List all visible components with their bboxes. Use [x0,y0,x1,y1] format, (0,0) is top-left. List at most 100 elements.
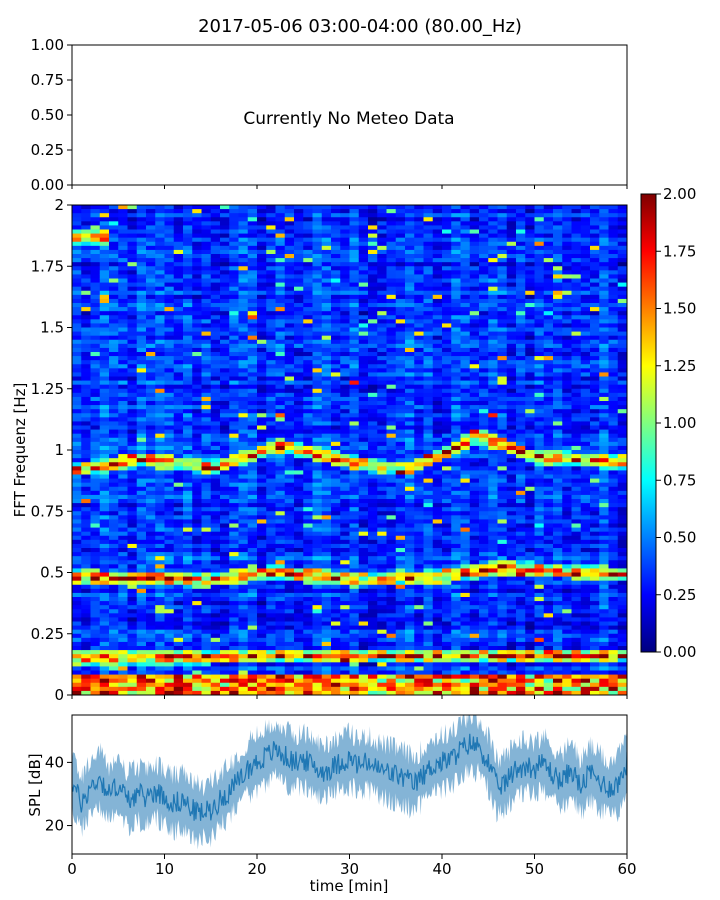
spectrogram-cell [386,564,397,569]
spectrogram-cell [368,462,378,467]
spectrogram-cell [146,682,156,688]
spectrogram-cell [136,523,147,528]
spectrogram-cell [303,205,313,210]
spectrogram-cell [90,221,101,226]
spectrogram-cell [220,311,230,316]
spectrogram-cell [136,364,147,369]
spectrogram-cell [72,450,82,455]
spectrogram-cell [451,233,461,239]
spectrogram-cell [173,486,184,492]
spectrogram-cell [331,670,341,675]
spectrogram-cell [201,294,212,300]
spectrogram-cell [90,519,101,524]
spectrogram-cell [183,543,193,549]
spectrogram-cell [266,262,276,267]
spectrogram-cell [414,482,424,488]
spectrogram-cell [340,245,350,251]
spectrogram-cell [331,266,341,271]
spectrogram-cell [72,511,82,516]
spectrogram-cell [321,588,332,594]
spectrogram-cell [210,278,221,283]
spectrogram-cell [368,519,378,524]
spectrogram-cell [294,454,304,459]
spectrogram-cell [377,543,387,549]
spectrogram-cell [340,229,350,234]
spectrogram-cell [109,658,119,663]
spectrogram-cell [303,384,313,390]
spectrogram-cell [395,580,406,586]
spectrogram-cell [358,319,369,324]
spectrogram-cell [201,568,212,573]
spectrogram-cell [405,641,415,647]
spectrogram-cell [136,262,147,267]
spectrogram-cell [136,286,147,292]
spectrogram-cell [340,539,350,545]
spectrogram-cell [81,241,91,247]
spectrogram-cell [451,376,461,381]
spectrogram-cell [377,319,387,324]
spectrogram-cell [118,690,128,696]
spectrogram-cell [442,433,452,439]
spectrogram-cell [414,233,424,239]
spectrogram-cell [303,515,313,520]
spectrogram-cell [109,343,119,349]
spectrogram-cell [275,670,286,675]
spectrogram-cell [340,450,350,455]
spectrogram-cell [220,531,230,537]
spectrogram-cell [442,392,452,398]
spectrogram-cell [164,519,175,524]
spectrogram-cell [247,298,258,304]
spectrogram-cell [423,441,434,447]
spectrogram-cell [321,282,332,288]
spectrogram-cell [368,213,378,218]
spectrogram-cell [127,343,138,349]
spectrogram-cell [109,445,119,451]
spectrogram-cell [109,254,119,259]
spectrogram-cell [247,437,258,443]
spectrogram-cell [414,654,424,659]
spectrogram-cell [155,266,165,271]
spectrogram-cell [127,254,138,259]
spectrogram-cell [266,597,276,602]
spectrogram-cell [432,356,443,361]
spectrogram-cell [238,605,249,610]
spectrogram-cell [220,592,230,598]
spectrogram-cell [238,552,249,557]
spectrogram-cell [294,266,304,271]
spectrogram-cell [229,601,239,606]
spectrogram-cell [257,392,267,398]
spectrogram-cell [266,392,276,398]
spectrogram-cell [349,401,360,406]
spectrogram-cell [99,323,110,328]
spectrogram-cell [432,507,443,512]
spectrogram-cell [368,270,378,275]
spectrogram-cell [266,266,276,271]
spectrogram-cell [257,323,267,328]
spectrogram-cell [81,364,91,369]
spectrogram-cell [423,580,434,586]
spectrogram-cell [414,241,424,247]
spectrogram-cell [109,592,119,598]
spectrogram-cell [386,605,397,610]
spectrogram-cell [72,237,82,243]
spectrogram-cell [229,450,239,455]
spectrogram-cell [146,262,156,267]
spectrogram-cell [238,245,249,251]
spectrogram-cell [368,560,378,565]
spectrogram-cell [173,221,184,226]
spectrogram-cell [99,560,110,565]
spectrogram-cell [118,584,128,590]
spectrogram-cell [294,499,304,504]
spectrogram-cell [358,621,369,626]
spectrogram-cell [229,637,239,643]
spectrogram-cell [432,564,443,569]
spectrogram-cell [432,584,443,590]
spectrogram-cell [247,392,258,398]
spectrogram-cell [405,617,415,622]
spectrogram-cell [257,421,267,426]
spectrogram-cell [201,225,212,230]
spectrogram-cell [127,233,138,239]
spectrogram-cell [183,339,193,345]
spectrogram-cell [340,511,350,516]
spectrogram-cell [210,674,221,680]
